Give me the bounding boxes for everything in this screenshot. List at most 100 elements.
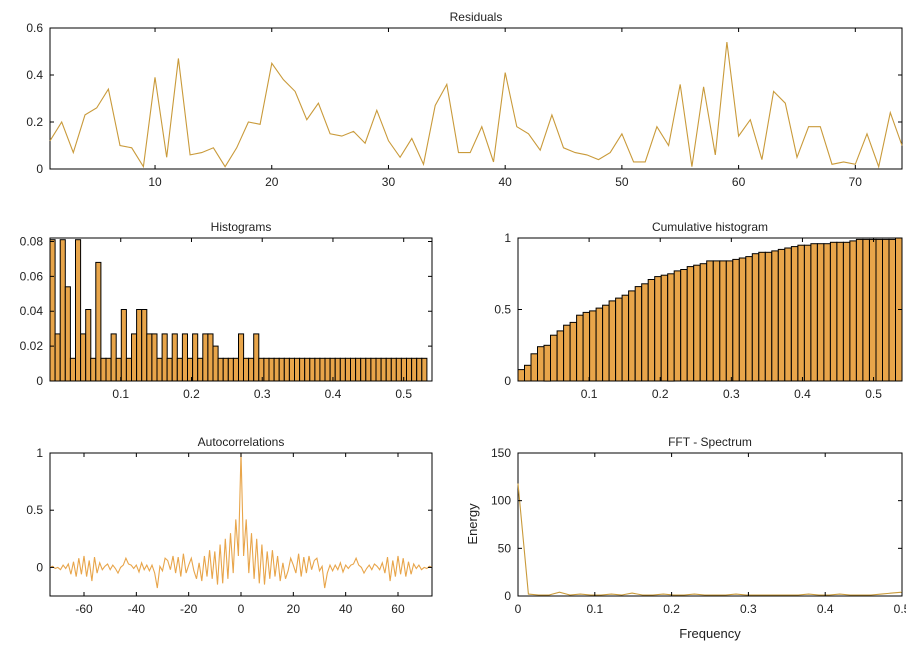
cumulative-bar: [634, 286, 643, 382]
histograms-bar: [217, 357, 224, 382]
cumulative-bar: [823, 243, 831, 382]
histograms-bar: [227, 357, 234, 382]
cumulative-xtick-label: 0.4: [794, 387, 811, 401]
histograms-bar: [161, 333, 168, 382]
histograms-bar: [100, 357, 107, 382]
cumulative-bar: [517, 369, 525, 382]
autocorrelations-xtick-label: -20: [180, 602, 198, 616]
histograms-bar: [344, 357, 351, 382]
histograms-bar: [263, 357, 270, 382]
histograms-bar: [171, 333, 178, 382]
autocorrelations-xtick-label: 60: [391, 602, 405, 616]
fft-series-line: [517, 483, 903, 596]
cumulative-bar: [673, 270, 682, 382]
histograms-bar: [125, 357, 133, 382]
cumulative-ytick-label: 0.5: [494, 303, 511, 317]
histograms-bar: [411, 357, 418, 382]
cumulative-bar: [667, 273, 675, 382]
histograms-bar: [59, 239, 66, 382]
cumulative-bar: [836, 241, 844, 382]
histograms-bar: [146, 333, 153, 382]
histograms-bar: [253, 333, 260, 382]
cumulative-bar: [842, 241, 851, 382]
residuals-xtick-label: 50: [615, 175, 629, 189]
histograms-bar: [278, 357, 285, 382]
histograms-bar: [85, 309, 92, 382]
fft-xtick-label: 0.1: [586, 602, 603, 616]
cumulative-bar: [764, 251, 773, 382]
autocorrelations-panel: Autocorrelations -60 -40 -20 0 20 40 60 0 0.5 1: [26, 435, 433, 616]
cumulative-bar: [875, 238, 883, 382]
histograms-bar: [299, 357, 306, 382]
histograms-bar: [151, 333, 158, 382]
cumulative-bar: [719, 260, 727, 382]
histograms-bar: [334, 357, 341, 382]
histograms-bar: [268, 357, 275, 382]
histograms-bar: [421, 357, 428, 382]
residuals-xtick-label: 30: [382, 175, 396, 189]
histograms-bar: [395, 357, 402, 382]
cumulative-bar: [777, 248, 786, 382]
residuals-axes: [49, 27, 903, 170]
histograms-bar: [69, 357, 77, 382]
cumulative-bar: [621, 294, 630, 382]
histograms-bar: [365, 357, 372, 382]
residuals-plot: 10 20 30 40 50 60 70 0 0.2 0.4 0.6: [26, 21, 903, 189]
histograms-bar: [375, 357, 382, 382]
cumulative-bar: [628, 290, 636, 382]
cumulative-bar: [660, 274, 669, 382]
histograms-panel: Histograms 0.1 0.2 0.3 0.4 0.500.020.040.060…: [20, 220, 433, 401]
histograms-bar: [339, 357, 346, 382]
cumulative-bar: [582, 311, 591, 382]
fft-ytick-label: 100: [491, 494, 511, 508]
histograms-title: Histograms: [211, 220, 272, 234]
cumulative-bar: [699, 263, 708, 382]
fft-ytick-label: 0: [504, 589, 511, 603]
cumulative-ytick-label: 0: [504, 374, 511, 388]
autocorrelations-ytick-label: 0.5: [26, 503, 43, 517]
residuals-panel: Residuals 10 20 30 40 50 60 70 0 0.2 0.4 0.6: [26, 10, 903, 189]
cumulative-bar: [524, 364, 532, 382]
residuals-xtick-label: 60: [732, 175, 746, 189]
histograms-bar: [222, 357, 229, 382]
residuals-xtick-label: 10: [148, 175, 162, 189]
histograms-bar: [380, 357, 387, 382]
histograms-bar: [212, 345, 219, 382]
histograms-bar: [360, 357, 367, 382]
autocorrelations-xtick-label: -40: [128, 602, 146, 616]
residuals-ytick-label: 0.4: [26, 68, 43, 82]
autocorrelations-xtick-label: 20: [287, 602, 301, 616]
cumulative-xtick-label: 0.1: [581, 387, 598, 401]
cumulative-bar: [654, 276, 662, 382]
residuals-series-line: [49, 42, 903, 169]
histograms-bar: [197, 357, 204, 382]
fft-xtick-label: 0.5: [894, 602, 906, 616]
histograms-bar: [309, 357, 316, 382]
cumulative-bar: [869, 238, 877, 382]
histograms-ytick-label: 0.06: [20, 269, 44, 283]
histograms-bar: [416, 357, 423, 382]
fft-title: FFT - Spectrum: [668, 435, 752, 449]
histograms-plot: 0.1 0.2 0.3 0.4 0.5 0 0.02 0.04 0.06 0.08: [20, 234, 432, 401]
cumulative-bar: [569, 321, 578, 382]
residuals-xtick-label: 40: [498, 175, 512, 189]
histograms-bar: [406, 357, 413, 382]
cumulative-bar: [790, 246, 799, 382]
fft-panel: FFT - Spectrum 0 0.1 0.2 0.3 0.4 0.5 0 50 100 150…: [465, 435, 906, 641]
cumulative-bar: [888, 238, 896, 382]
histograms-ytick-label: 0.08: [20, 234, 44, 248]
residuals-xtick-label: 20: [265, 175, 279, 189]
cumulative-bar: [595, 307, 604, 382]
residuals-title: Residuals: [450, 10, 503, 24]
autocorrelations-ytick-label: 0: [36, 560, 43, 574]
histograms-ytick-label: 0.04: [20, 304, 44, 318]
cumulative-bar: [537, 346, 545, 382]
histograms-bar: [176, 357, 183, 382]
fft-ytick-label: 150: [491, 446, 511, 460]
fft-ylabel: Energy: [465, 503, 480, 545]
histograms-bar: [131, 333, 138, 382]
cumulative-bar: [855, 238, 864, 382]
histograms-bar: [283, 357, 290, 382]
histograms-bar: [385, 357, 392, 382]
